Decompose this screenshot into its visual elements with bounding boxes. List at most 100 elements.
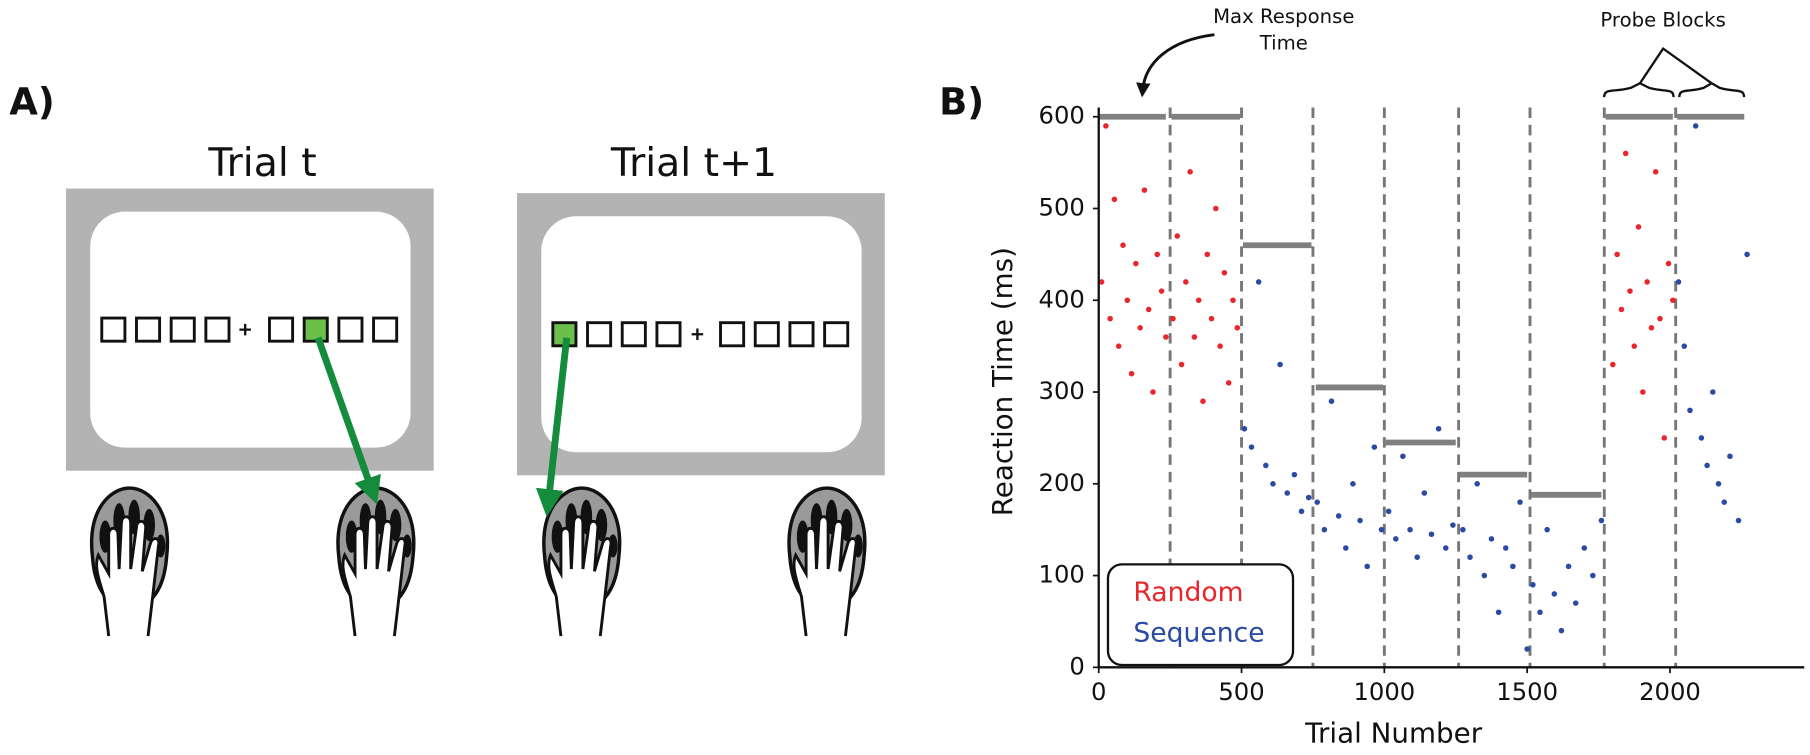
data-point: [1618, 306, 1625, 313]
y-tick-label: 400: [1039, 284, 1085, 313]
data-point: [1141, 187, 1148, 193]
data-point: [1631, 343, 1638, 349]
data-point: [1371, 444, 1378, 450]
legend-label: Random: [1133, 577, 1243, 608]
data-point: [1350, 481, 1356, 487]
hand-icon: [338, 488, 414, 636]
data-point: [1530, 581, 1536, 588]
x-tick-label: 500: [1218, 677, 1264, 706]
data-point: [1551, 591, 1558, 597]
bracket: [1602, 81, 1675, 98]
data-point: [1524, 646, 1530, 652]
data-point: [1170, 315, 1176, 322]
data-point: [1681, 343, 1688, 349]
data-point: [1704, 462, 1710, 469]
data-point: [1103, 123, 1109, 129]
data-point: [1187, 169, 1193, 175]
data-point: [1392, 536, 1399, 542]
bracket: [1678, 81, 1746, 98]
data-point: [1537, 609, 1543, 616]
trial-title: Trial t+1: [610, 141, 777, 186]
data-point: [1687, 407, 1693, 414]
monitor: [65, 188, 434, 471]
x-axis-title: Trial Number: [1304, 716, 1483, 749]
monitor: [516, 193, 885, 476]
data-point: [1357, 517, 1363, 524]
data-point: [1598, 517, 1605, 524]
y-tick-label: 600: [1039, 101, 1085, 130]
data-point: [1460, 526, 1466, 533]
data-point: [1481, 572, 1488, 579]
data-point: [1670, 297, 1676, 304]
data-point: [1467, 554, 1473, 560]
panel-label: B): [939, 81, 984, 124]
data-point: [1291, 471, 1298, 478]
data-point: [1213, 205, 1219, 212]
y-tick-label: 200: [1039, 468, 1085, 497]
data-point: [1284, 490, 1291, 496]
data-point: [1277, 361, 1283, 368]
data-point: [1648, 325, 1655, 331]
data-point: [1400, 453, 1406, 460]
data-point: [1107, 315, 1113, 322]
hand-icon: [92, 488, 168, 636]
arrow: [535, 337, 571, 517]
data-point: [1120, 242, 1126, 248]
data-point: [1544, 526, 1550, 533]
data-point: [1428, 531, 1435, 538]
data-point: [1385, 508, 1392, 515]
data-point: [1635, 224, 1642, 230]
data-point: [1675, 279, 1682, 285]
data-point: [1208, 315, 1215, 322]
data-point: [1644, 279, 1650, 285]
data-point: [1488, 536, 1495, 542]
data-point: [1204, 251, 1211, 258]
data-point: [1715, 481, 1722, 487]
data-point: [1241, 425, 1248, 432]
panel-label: A): [9, 81, 55, 124]
data-point: [1111, 196, 1118, 203]
y-tick-label: 300: [1039, 376, 1085, 405]
x-tick-label: 1500: [1496, 677, 1558, 706]
y-tick-label: 500: [1039, 193, 1085, 222]
data-point: [1191, 334, 1198, 340]
data-point: [1565, 563, 1572, 570]
data-point: [1158, 288, 1165, 294]
data-point: [1321, 526, 1328, 533]
legend-label: Sequence: [1133, 617, 1264, 648]
annotation-text: Max Response Time: [1213, 5, 1355, 56]
hand-icon: [789, 488, 865, 636]
data-point: [1200, 398, 1206, 404]
data-point: [1124, 297, 1131, 304]
data-point: [1435, 425, 1442, 432]
data-point: [1590, 572, 1596, 579]
data-point: [1744, 251, 1750, 258]
arrow: [314, 336, 381, 505]
data-point: [1133, 260, 1139, 267]
data-point: [1698, 435, 1705, 441]
data-point: [1721, 499, 1728, 505]
data-point: [1335, 513, 1342, 519]
x-tick-label: 2000: [1639, 677, 1701, 706]
data-point: [1098, 279, 1105, 285]
data-point: [1270, 481, 1276, 487]
data-point: [1657, 315, 1663, 322]
data-point: [1640, 389, 1646, 395]
data-point: [1255, 279, 1262, 285]
data-point: [1183, 279, 1189, 285]
data-point: [1328, 398, 1335, 404]
data-point: [1115, 343, 1122, 349]
x-tick-label: 0: [1091, 677, 1106, 706]
data-point: [1378, 526, 1385, 533]
bracket-lines: [1639, 46, 1713, 85]
y-axis-title: Reaction Time (ms): [986, 247, 1019, 516]
data-point: [1517, 499, 1523, 505]
hand-icon: [544, 488, 620, 636]
data-point: [1442, 545, 1449, 551]
data-point: [1314, 499, 1321, 505]
annotation-arrow: [1136, 33, 1215, 98]
annotation: Max Response Time: [1213, 5, 1355, 56]
y-tick-label: 0: [1069, 651, 1084, 680]
data-point: [1195, 297, 1202, 304]
